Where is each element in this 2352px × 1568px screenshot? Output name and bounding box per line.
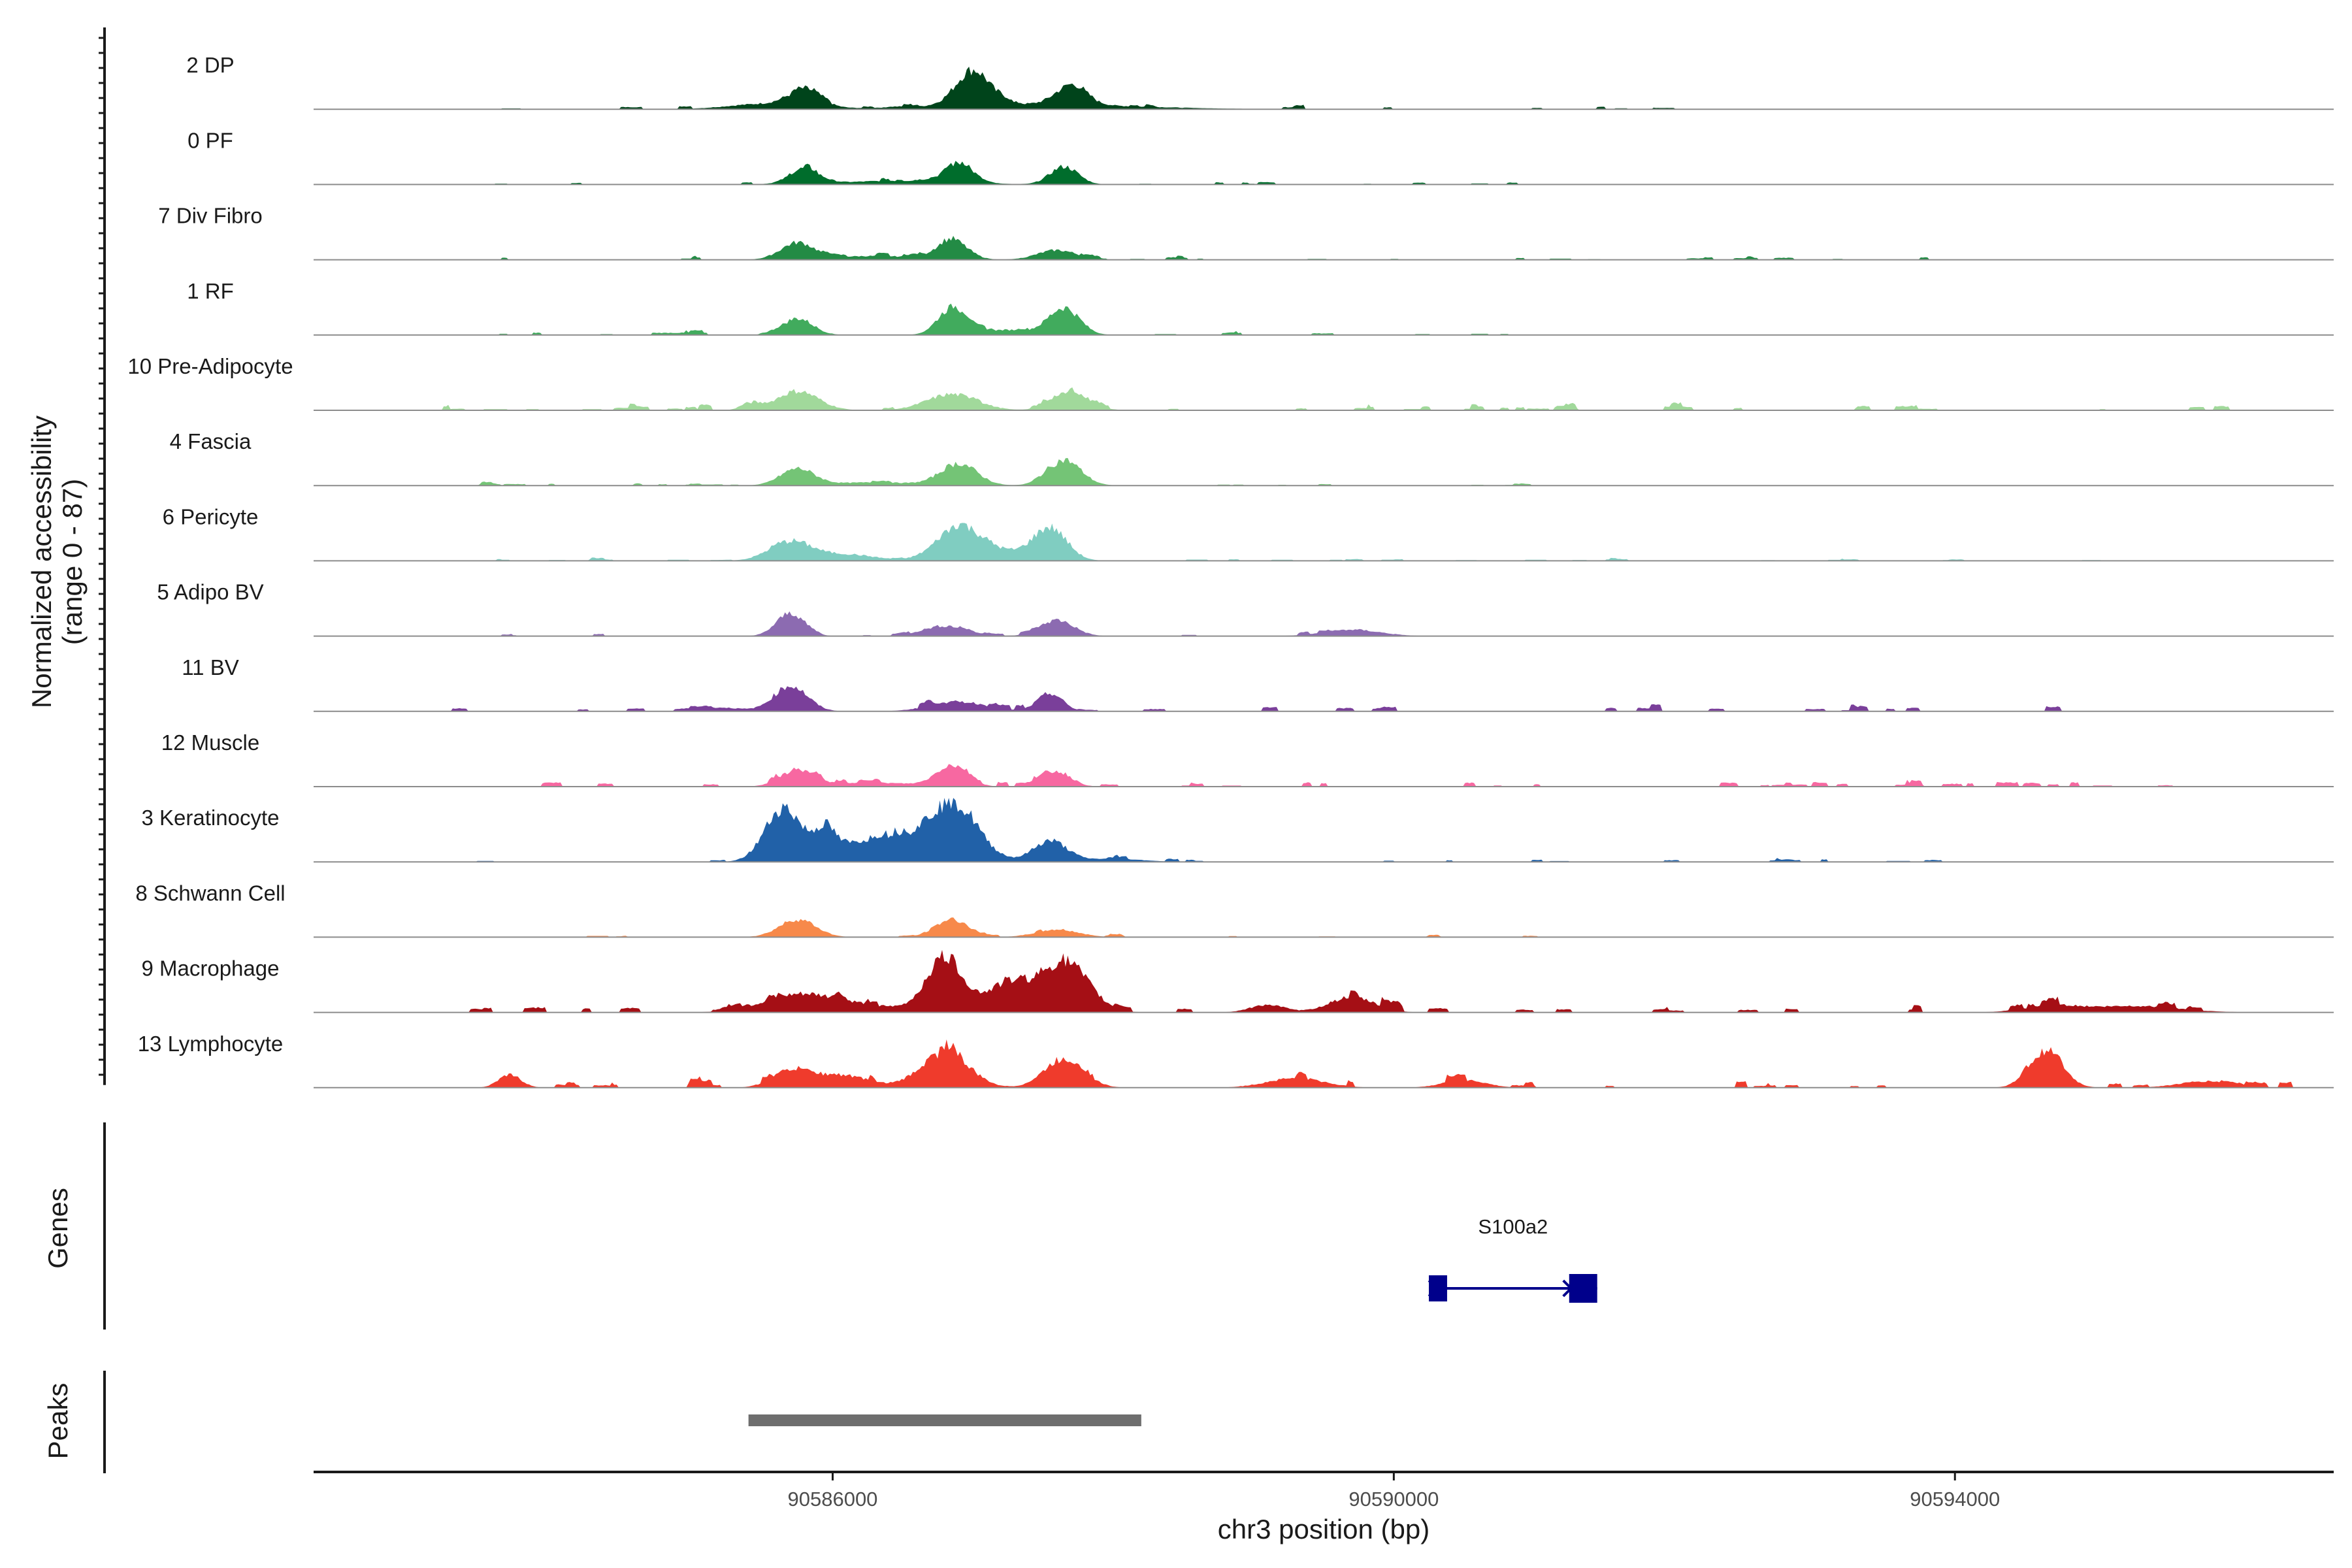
gene-exon [1569,1274,1597,1303]
track-3-keratinocyte: 3 Keratinocyte [142,798,2334,863]
track-label: 8 Schwann Cell [135,881,285,905]
coverage-area [314,949,2334,1013]
track-label: 6 Pericyte [163,504,259,529]
x-tick-label: 90590000 [1348,1488,1439,1511]
track-10-pre-adipocyte: 10 Pre-Adipocyte [127,354,2334,411]
coverage-area [314,387,2334,410]
gene-models: S100a2 [1428,1215,1597,1303]
coverage-area [314,686,2334,711]
track-label: 7 Div Fibro [158,204,263,228]
peak-bars [748,1414,1141,1426]
y-axis [99,27,106,1085]
coverage-area [314,523,2334,561]
peaks-panel-title: Peaks [42,1383,73,1460]
track-4-fascia: 4 Fascia [170,429,2334,487]
genes-panel-title: Genes [42,1188,73,1269]
coverage-area [314,236,2334,260]
track-2-dp: 2 DP [186,53,2334,110]
coverage-area [314,458,2334,486]
coverage-area [314,917,2334,938]
y-axis-title-line2: (range 0 - 87) [57,479,88,645]
track-1-rf: 1 RF [187,279,2334,336]
track-label: 3 Keratinocyte [142,806,280,830]
peaks-panel: Peaks [42,1371,1141,1473]
track-label: 0 PF [188,128,233,152]
x-tick-label: 90594000 [1910,1488,2000,1511]
track-5-adipo-bv: 5 Adipo BV [157,580,2334,637]
track-6-pericyte: 6 Pericyte [163,504,2334,562]
coverage-area [314,798,2334,862]
track-label: 10 Pre-Adipocyte [127,354,293,378]
gene-exon [1429,1275,1447,1301]
x-tick-label: 90586000 [788,1488,878,1511]
x-axis: 90586000 90590000 90594000 chr3 position (… [314,1471,2334,1544]
coverage-area [314,303,2334,335]
peak-bar [748,1414,1141,1426]
coverage-area [314,611,2334,636]
gene-s100a2: S100a2 [1428,1215,1597,1303]
track-label: 5 Adipo BV [157,580,263,604]
genes-panel: Genes S100a2 [42,1122,1597,1330]
track-12-muscle: 12 Muscle [161,730,2334,787]
track-8-schwann-cell: 8 Schwann Cell [135,881,2334,938]
coverage-area [314,161,2334,185]
x-axis-title: chr3 position (bp) [1218,1514,1430,1544]
track-label: 2 DP [186,53,234,77]
track-label: 9 Macrophage [142,956,280,981]
coverage-area [314,67,2334,110]
track-label: 4 Fascia [170,429,252,453]
coverage-area [314,764,2334,787]
track-9-macrophage: 9 Macrophage [142,949,2334,1013]
track-label: 11 BV [182,655,238,679]
track-0-pf: 0 PF [188,128,2334,186]
coverage-tracks: 2 DP 0 PF 7 Div Fibro 1 RF 10 Pre-Adipocyte 4… [127,53,2334,1088]
x-axis-ticks: 90586000 90590000 90594000 [788,1472,2000,1511]
y-axis-title: Normalized accessibility (range 0 - 87) [26,416,88,708]
coverage-area [314,1039,2334,1088]
track-label: 12 Muscle [161,730,259,755]
track-label: 1 RF [187,279,234,303]
y-axis-title-line1: Normalized accessibility [26,416,57,708]
track-11-bv: 11 BV [182,655,2334,712]
track-13-lymphocyte: 13 Lymphocyte [138,1032,2334,1088]
track-label: 13 Lymphocyte [138,1032,284,1056]
gene-label: S100a2 [1478,1215,1548,1238]
track-7-div-fibro: 7 Div Fibro [158,204,2334,261]
